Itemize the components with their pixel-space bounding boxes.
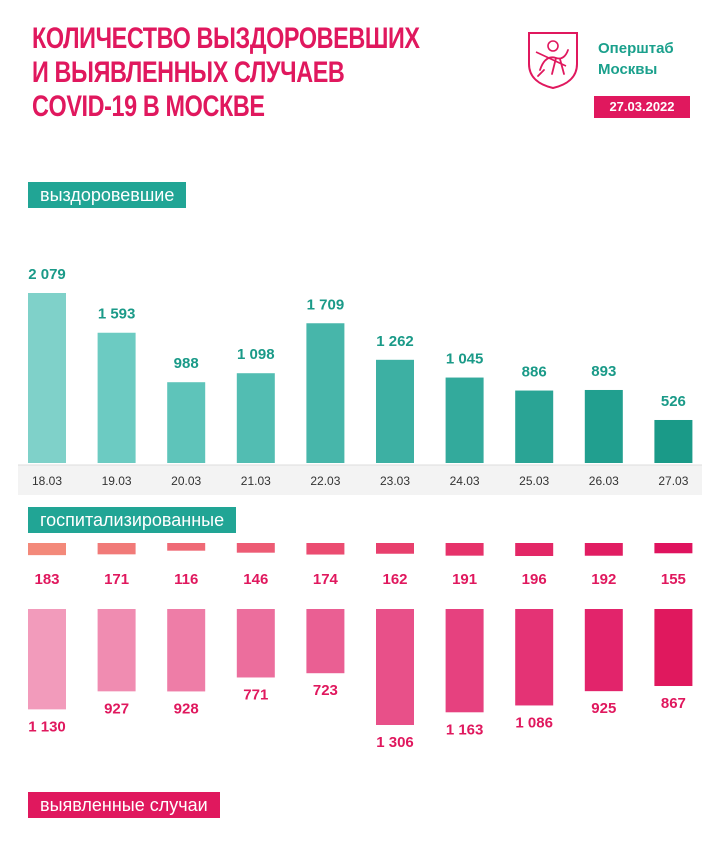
recovered-bar bbox=[167, 382, 206, 463]
recovered-bar bbox=[515, 390, 554, 463]
cases-bar bbox=[515, 609, 554, 706]
cases-bar bbox=[306, 609, 345, 674]
cases-label: выявленные случаи bbox=[28, 792, 220, 818]
cases-value-label: 771 bbox=[243, 686, 268, 703]
recovered-bar bbox=[28, 293, 66, 463]
hospitalized-value-label: 155 bbox=[661, 571, 686, 588]
date-tick-label: 25.03 bbox=[519, 474, 549, 488]
recovered-value-label: 1 709 bbox=[307, 296, 345, 313]
recovered-value-label: 1 098 bbox=[237, 346, 275, 363]
hospitalized-value-label: 174 bbox=[313, 571, 339, 588]
cases-value-label: 1 086 bbox=[515, 714, 553, 731]
hospitalized-bar bbox=[584, 543, 623, 556]
title-line-3: COVID-19 В МОСКВЕ bbox=[32, 90, 265, 123]
cases-value-label: 1 163 bbox=[446, 721, 484, 738]
hospitalized-bar bbox=[376, 543, 414, 554]
hospitalized-bar bbox=[445, 543, 484, 556]
recovered-value-label: 2 079 bbox=[28, 266, 66, 283]
date-badge: 27.03.2022 bbox=[594, 96, 690, 118]
cases-value-label: 927 bbox=[104, 700, 129, 717]
hospitalized-value-label: 171 bbox=[104, 571, 129, 588]
recovered-value-label: 988 bbox=[174, 355, 199, 372]
cases-bar bbox=[236, 609, 275, 678]
hospitalized-value-label: 146 bbox=[243, 571, 268, 588]
hospitalized-value-label: 183 bbox=[34, 571, 59, 588]
moscow-coat-of-arms-icon bbox=[528, 32, 578, 90]
recovered-value-label: 893 bbox=[591, 363, 616, 380]
cases-bar bbox=[167, 609, 206, 692]
cases-value-label: 723 bbox=[313, 682, 338, 699]
cases-value-label: 925 bbox=[591, 700, 616, 717]
date-tick-label: 20.03 bbox=[171, 474, 201, 488]
hospitalized-bar bbox=[515, 543, 554, 556]
page-title: КОЛИЧЕСТВО ВЫЗДОРОВЕВШИХ И ВЫЯВЛЕННЫХ СЛ… bbox=[32, 22, 420, 124]
hospitalized-bar bbox=[167, 543, 206, 551]
cases-value-label: 1 306 bbox=[376, 734, 414, 751]
org-line-1: Оперштаб bbox=[598, 40, 674, 57]
hospitalized-bar bbox=[236, 543, 275, 553]
cases-value-label: 928 bbox=[174, 700, 199, 717]
recovered-bar bbox=[236, 373, 275, 463]
date-tick-label: 23.03 bbox=[380, 474, 410, 488]
recovered-label: выздоровевшие bbox=[28, 182, 187, 208]
cases-bar bbox=[376, 609, 414, 725]
recovered-bar bbox=[376, 359, 414, 463]
cases-bar bbox=[445, 609, 484, 713]
cases-bar bbox=[584, 609, 623, 692]
hospitalized-value-label: 192 bbox=[591, 571, 616, 588]
date-tick-label: 22.03 bbox=[310, 474, 340, 488]
cases-bar bbox=[97, 609, 136, 692]
recovered-value-label: 1 045 bbox=[446, 351, 484, 368]
hospitalized-value-label: 191 bbox=[452, 571, 477, 588]
cases-value-label: 867 bbox=[661, 695, 686, 712]
org-line-2: Москвы bbox=[598, 61, 658, 78]
hospitalized-value-label: 116 bbox=[174, 571, 198, 588]
date-tick-label: 18.03 bbox=[32, 474, 62, 488]
date-tick-label: 24.03 bbox=[450, 474, 480, 488]
hospitalized-value-label: 196 bbox=[522, 571, 547, 588]
cases-value-label: 1 130 bbox=[28, 718, 66, 735]
recovered-bar bbox=[445, 377, 484, 463]
hospitalized-value-label: 162 bbox=[382, 571, 407, 588]
recovered-value-label: 1 593 bbox=[98, 306, 136, 323]
cases-bar bbox=[28, 609, 66, 710]
date-tick-label: 21.03 bbox=[241, 474, 271, 488]
date-tick-label: 19.03 bbox=[102, 474, 132, 488]
hospitalized-bar bbox=[28, 543, 66, 556]
recovered-bar bbox=[584, 389, 623, 463]
date-tick-label: 26.03 bbox=[589, 474, 619, 488]
recovered-bar bbox=[654, 419, 693, 463]
recovered-value-label: 526 bbox=[661, 393, 686, 410]
hospitalized-bar bbox=[306, 543, 345, 555]
date-axis-band bbox=[18, 465, 702, 495]
recovered-bar bbox=[306, 323, 345, 463]
hospitalized-label: госпитализированные bbox=[28, 507, 237, 533]
hospitalized-bar bbox=[97, 543, 136, 555]
org-name: Оперштаб Москвы bbox=[598, 38, 674, 80]
title-line-1: КОЛИЧЕСТВО ВЫЗДОРОВЕВШИХ bbox=[32, 22, 420, 55]
cases-bar bbox=[654, 609, 693, 687]
recovered-value-label: 1 262 bbox=[376, 333, 414, 350]
title-line-2: И ВЫЯВЛЕННЫХ СЛУЧАЕВ bbox=[32, 56, 345, 89]
recovered-value-label: 886 bbox=[522, 364, 547, 381]
recovered-bar bbox=[97, 332, 136, 463]
date-tick-label: 27.03 bbox=[658, 474, 688, 488]
hospitalized-bar bbox=[654, 543, 693, 554]
